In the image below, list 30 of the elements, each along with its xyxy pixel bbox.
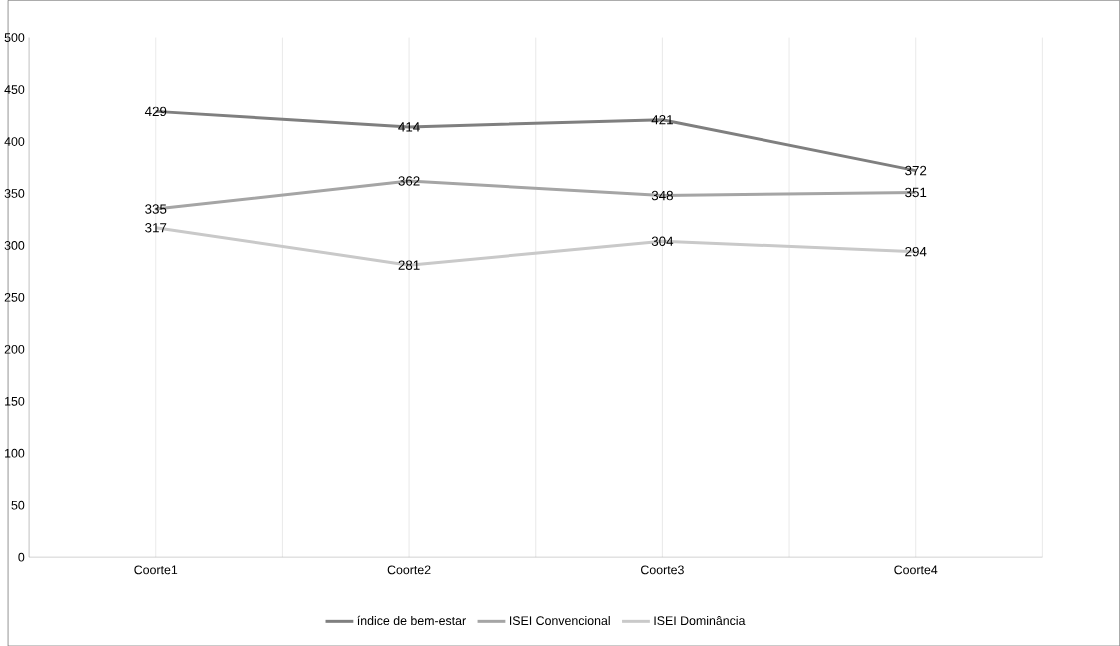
x-tick-label: Coorte3 xyxy=(641,565,684,575)
y-tick-label: 100 xyxy=(5,448,25,458)
data-label: 304 xyxy=(651,236,674,246)
y-tick-label: 0 xyxy=(18,552,25,562)
legend-label: ISEI Convencional xyxy=(509,615,610,625)
legend-label: índice de bem-estar xyxy=(357,615,466,625)
y-tick-label: 150 xyxy=(5,396,25,406)
x-tick-label: Coorte2 xyxy=(387,565,431,575)
legend-label: ISEI Dominância xyxy=(654,615,746,625)
x-tick-label: Coorte1 xyxy=(134,565,178,575)
data-label: 351 xyxy=(905,187,927,197)
y-tick-label: 200 xyxy=(4,344,25,354)
y-tick-label: 300 xyxy=(4,240,25,250)
x-tick-label: Coorte4 xyxy=(894,565,938,575)
data-label: 414 xyxy=(398,122,420,132)
y-tick-label: 500 xyxy=(4,33,25,42)
y-tick-label: 50 xyxy=(11,500,25,510)
y-tick-label: 250 xyxy=(4,292,25,302)
data-label: 335 xyxy=(145,204,167,214)
data-label: 421 xyxy=(651,114,673,125)
data-label: 372 xyxy=(905,165,927,176)
y-tick-label: 400 xyxy=(4,136,25,146)
data-label: 429 xyxy=(144,106,167,116)
data-label: 281 xyxy=(398,260,420,270)
y-tick-label: 350 xyxy=(4,188,25,198)
data-label: 317 xyxy=(145,222,167,233)
data-label: 294 xyxy=(905,246,927,257)
data-label: 362 xyxy=(398,176,420,186)
y-tick-label: 450 xyxy=(4,85,25,94)
data-label: 348 xyxy=(651,190,673,201)
